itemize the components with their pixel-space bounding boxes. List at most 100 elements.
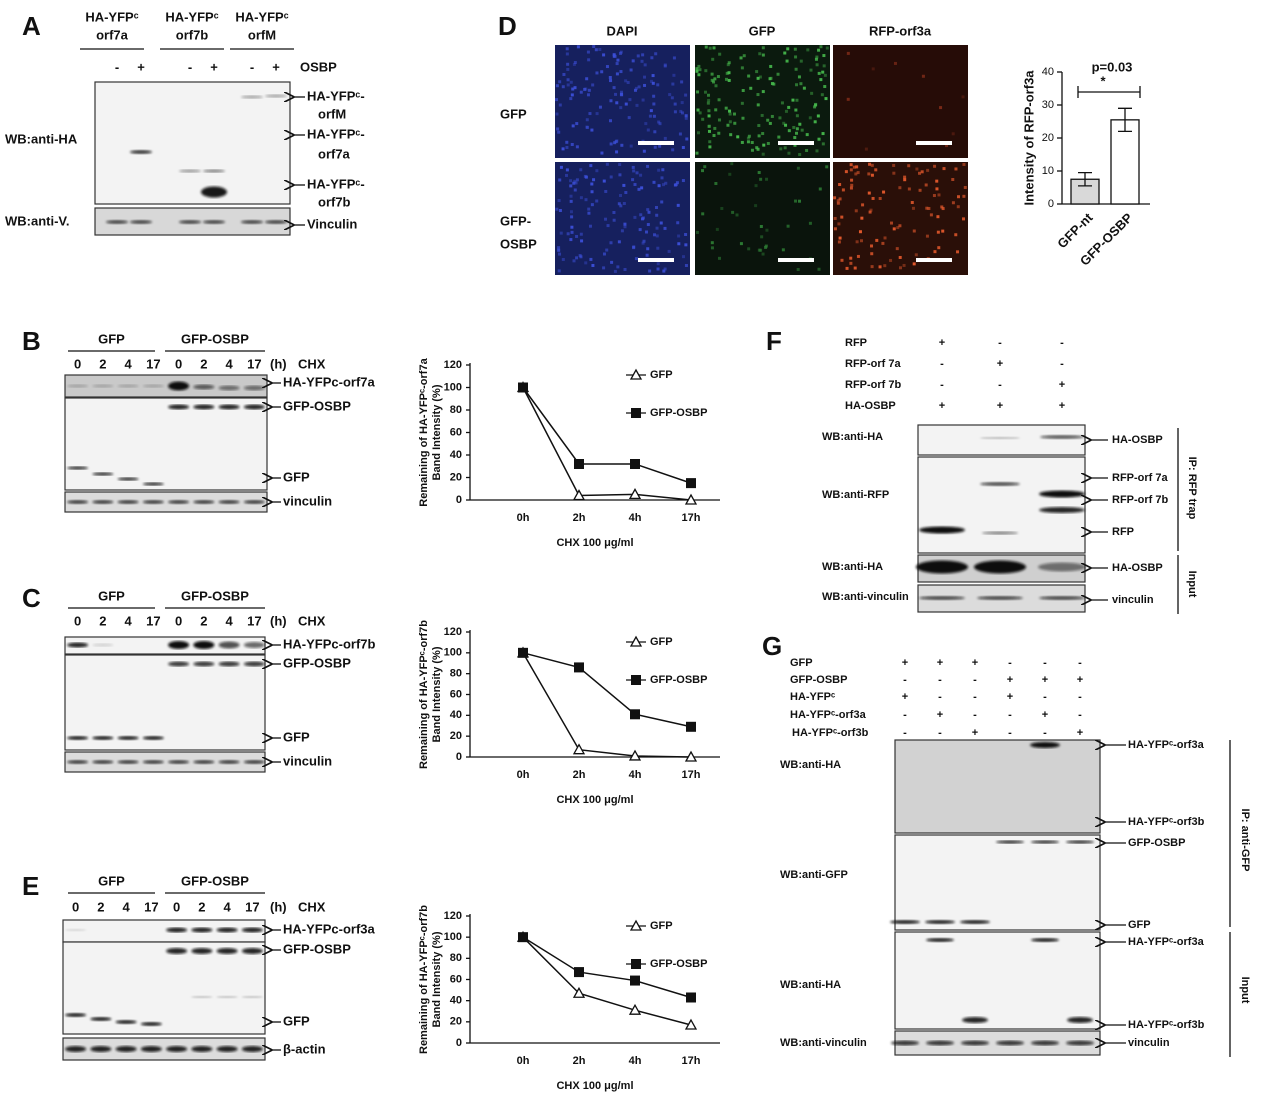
cell-spot bbox=[575, 178, 579, 182]
cell-spot bbox=[572, 62, 576, 66]
band bbox=[130, 220, 152, 224]
sign: - bbox=[1078, 709, 1082, 721]
cell-spot bbox=[833, 227, 837, 231]
blot-frame bbox=[894, 834, 1101, 931]
cell-spot bbox=[794, 108, 798, 112]
band bbox=[201, 186, 227, 198]
cell-spot bbox=[809, 68, 813, 72]
marker bbox=[686, 478, 696, 489]
cell-spot bbox=[663, 226, 667, 230]
cell-spot bbox=[715, 227, 719, 231]
cell-spot bbox=[739, 56, 743, 60]
cell-spot bbox=[602, 252, 606, 256]
band-label: HA-YFPᶜ-orf3b bbox=[1128, 816, 1205, 828]
cell-spot bbox=[676, 221, 680, 225]
cell-spot bbox=[681, 146, 685, 150]
cell-spot bbox=[684, 93, 688, 97]
time-label: 4 bbox=[124, 356, 132, 371]
cell-spot bbox=[805, 148, 809, 152]
cell-spot bbox=[845, 266, 849, 270]
cell-spot bbox=[813, 105, 817, 109]
cell-spot bbox=[569, 238, 573, 242]
cell-spot bbox=[728, 112, 732, 116]
cell-spot bbox=[787, 105, 791, 109]
sign: - bbox=[903, 674, 907, 686]
cell-spot bbox=[695, 69, 699, 73]
cell-spot bbox=[817, 137, 821, 141]
cell-spot bbox=[939, 106, 943, 110]
cell-spot bbox=[565, 47, 569, 51]
cell-spot bbox=[759, 177, 763, 181]
cell-spot bbox=[586, 50, 590, 54]
cell-spot bbox=[616, 58, 620, 62]
marker bbox=[574, 967, 584, 978]
sign: + bbox=[1059, 379, 1065, 391]
x-tick-label: 0h bbox=[517, 769, 530, 781]
cell-spot bbox=[681, 179, 685, 183]
cell-spot bbox=[660, 176, 664, 180]
band bbox=[166, 1046, 188, 1052]
cell-spot bbox=[641, 98, 645, 102]
panel-letter: C bbox=[22, 583, 41, 613]
cell-spot bbox=[941, 207, 945, 211]
x-tick-label: 0h bbox=[517, 512, 530, 524]
cell-spot bbox=[757, 248, 761, 252]
time-label: 2 bbox=[200, 356, 207, 371]
cell-spot bbox=[795, 114, 799, 118]
time-label: 2 bbox=[99, 356, 106, 371]
cell-spot bbox=[637, 187, 641, 191]
cell-spot bbox=[941, 229, 945, 233]
cell-spot bbox=[777, 135, 781, 139]
cell-spot bbox=[696, 90, 700, 94]
cell-spot bbox=[609, 99, 613, 103]
band bbox=[191, 927, 213, 933]
cell-spot bbox=[684, 243, 688, 247]
sign: + bbox=[1007, 674, 1013, 686]
cell-spot bbox=[557, 246, 561, 250]
band bbox=[191, 996, 213, 998]
cell-spot bbox=[644, 230, 648, 234]
cell-spot bbox=[658, 122, 662, 126]
panel-letter: G bbox=[762, 631, 782, 661]
cell-spot bbox=[556, 127, 560, 131]
cell-spot bbox=[639, 213, 643, 217]
band bbox=[130, 150, 152, 154]
significance: * bbox=[1100, 73, 1106, 88]
cell-spot bbox=[794, 55, 798, 59]
cell-spot bbox=[651, 74, 655, 78]
cell-spot bbox=[710, 78, 714, 82]
cell-spot bbox=[614, 140, 618, 144]
group-label: GFP-OSBP bbox=[181, 588, 249, 603]
cell-spot bbox=[697, 64, 701, 68]
y-tick-label: 80 bbox=[450, 952, 462, 964]
cell-spot bbox=[850, 183, 854, 187]
cell-spot bbox=[935, 179, 939, 183]
cell-spot bbox=[684, 233, 688, 237]
marker bbox=[686, 992, 696, 1003]
sign: + bbox=[939, 400, 945, 412]
legend-marker bbox=[631, 408, 641, 418]
cell-spot bbox=[849, 163, 853, 167]
cell-spot bbox=[852, 165, 856, 169]
cell-spot bbox=[600, 70, 604, 74]
cell-spot bbox=[573, 188, 577, 192]
scale-bar bbox=[638, 258, 674, 262]
time-label: 2 bbox=[97, 899, 104, 914]
band-label: RFP bbox=[1112, 526, 1134, 538]
cell-spot bbox=[898, 224, 902, 228]
cell-spot bbox=[706, 93, 710, 97]
lane-group: HA-YFPᶜ bbox=[235, 9, 288, 24]
cell-spot bbox=[718, 52, 722, 56]
cell-spot bbox=[657, 120, 661, 124]
significance-bracket bbox=[1077, 86, 1141, 98]
band-label: GFP bbox=[1128, 919, 1151, 931]
cell-spot bbox=[555, 84, 559, 88]
sign: - bbox=[1043, 727, 1047, 739]
band bbox=[216, 1046, 238, 1052]
cell-spot bbox=[566, 232, 570, 236]
cell-spot bbox=[685, 137, 689, 141]
cell-spot bbox=[778, 116, 782, 120]
cell-spot bbox=[769, 64, 773, 68]
cell-spot bbox=[892, 227, 896, 231]
cell-spot bbox=[817, 48, 821, 52]
